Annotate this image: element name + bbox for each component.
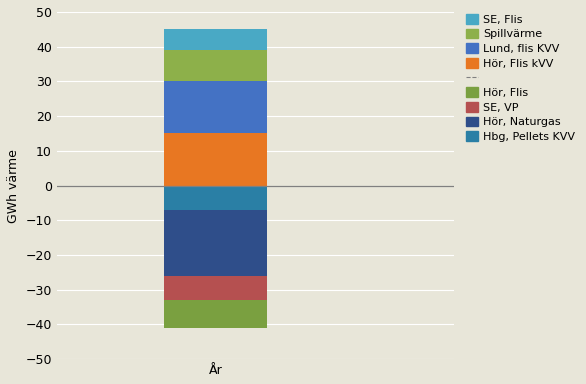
Legend: SE, Flis, Spillvärme, Lund, flis KVV, Hör, Flis kVV, , Hör, Flis, SE, VP, Hör, N: SE, Flis, Spillvärme, Lund, flis KVV, Hö… bbox=[463, 10, 578, 145]
Bar bbox=[164, 185, 267, 210]
Y-axis label: GWh värme: GWh värme bbox=[7, 149, 20, 222]
Bar bbox=[164, 29, 267, 50]
Bar bbox=[164, 50, 267, 81]
Bar bbox=[164, 300, 267, 328]
Bar bbox=[164, 276, 267, 300]
Bar bbox=[164, 134, 267, 185]
Bar bbox=[164, 210, 267, 276]
Bar bbox=[164, 81, 267, 134]
